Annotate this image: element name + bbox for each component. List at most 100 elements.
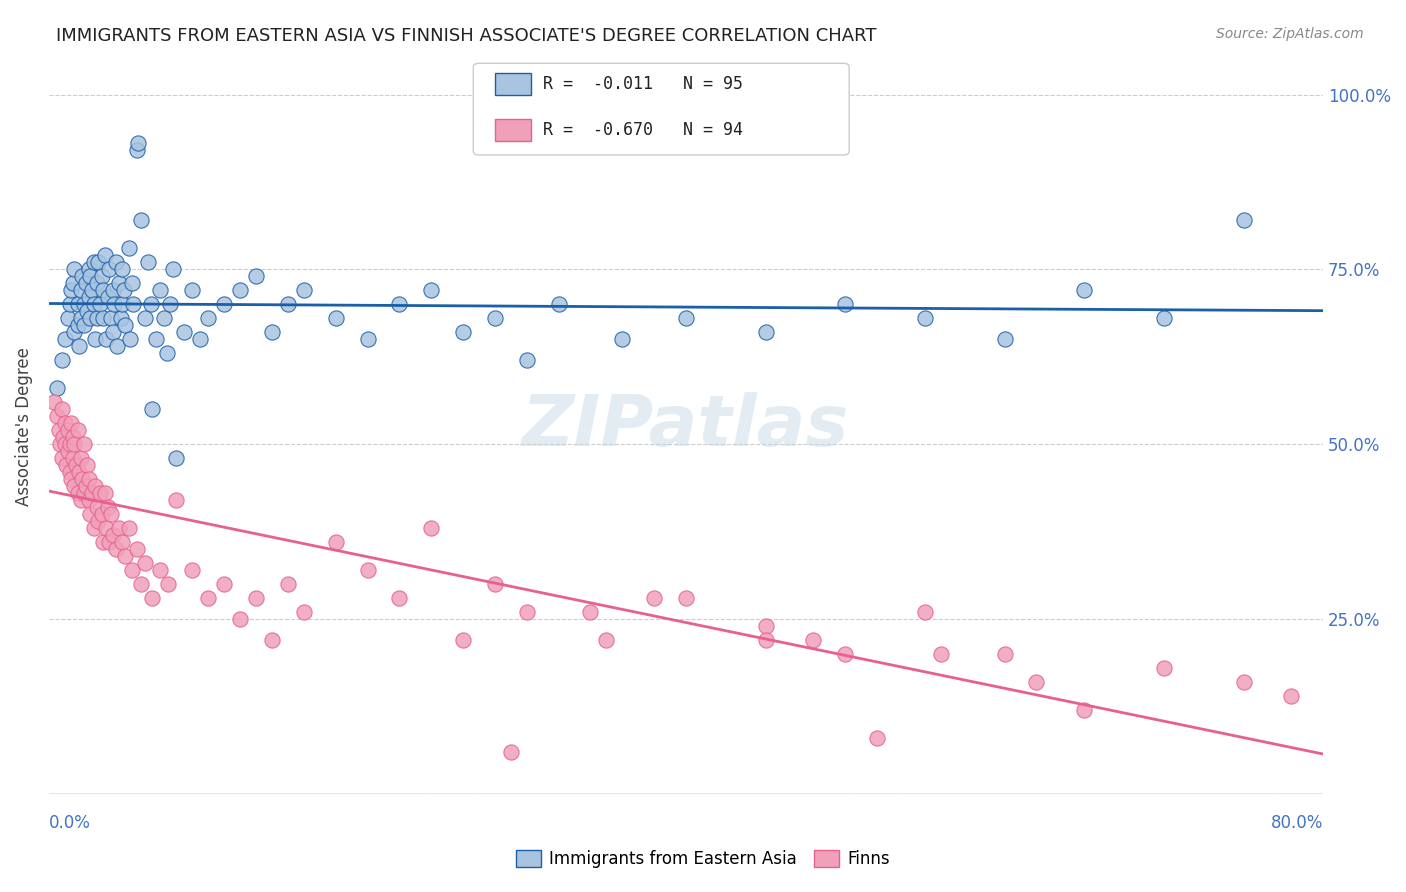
Point	[114, 549, 136, 563]
Point	[188, 332, 211, 346]
Point	[134, 556, 156, 570]
Point	[595, 632, 617, 647]
Point	[69, 311, 91, 326]
Point	[77, 290, 100, 304]
Point	[277, 297, 299, 311]
Point	[1153, 311, 1175, 326]
Point	[914, 605, 936, 619]
Point	[63, 325, 86, 339]
Point	[197, 311, 219, 326]
Point	[165, 451, 187, 466]
Point	[60, 416, 83, 430]
Point	[121, 563, 143, 577]
Point	[516, 605, 538, 619]
Point	[117, 241, 139, 255]
Point	[420, 283, 443, 297]
Point	[101, 528, 124, 542]
Point	[103, 297, 125, 311]
Point	[356, 332, 378, 346]
Point	[52, 430, 75, 444]
Point	[451, 325, 474, 339]
Point	[83, 521, 105, 535]
Point	[75, 277, 97, 291]
Point	[994, 332, 1017, 346]
FancyBboxPatch shape	[495, 73, 530, 95]
Point	[79, 507, 101, 521]
Point	[149, 563, 172, 577]
Point	[122, 297, 145, 311]
Point	[87, 514, 110, 528]
Point	[66, 318, 89, 333]
Point	[77, 493, 100, 508]
Point	[141, 402, 163, 417]
Point	[101, 325, 124, 339]
Point	[325, 311, 347, 326]
Point	[56, 444, 79, 458]
FancyBboxPatch shape	[474, 63, 849, 155]
Point	[260, 325, 283, 339]
Point	[90, 507, 112, 521]
Point	[212, 297, 235, 311]
Point	[994, 647, 1017, 661]
Point	[75, 479, 97, 493]
Point	[53, 416, 76, 430]
Point	[1073, 703, 1095, 717]
Point	[245, 269, 267, 284]
Point	[125, 144, 148, 158]
Point	[356, 563, 378, 577]
Point	[73, 486, 96, 500]
Point	[84, 332, 107, 346]
Point	[157, 577, 180, 591]
Text: IMMIGRANTS FROM EASTERN ASIA VS FINNISH ASSOCIATE'S DEGREE CORRELATION CHART: IMMIGRANTS FROM EASTERN ASIA VS FINNISH …	[56, 27, 877, 45]
Point	[59, 437, 82, 451]
Point	[73, 297, 96, 311]
Point	[76, 304, 98, 318]
Point	[63, 262, 86, 277]
Point	[156, 346, 179, 360]
Point	[643, 591, 665, 605]
Point	[755, 325, 778, 339]
Text: 80.0%: 80.0%	[1271, 814, 1323, 832]
Point	[388, 591, 411, 605]
Point	[388, 297, 411, 311]
Text: R =  -0.011   N = 95: R = -0.011 N = 95	[543, 75, 744, 93]
Point	[66, 423, 89, 437]
Y-axis label: Associate's Degree: Associate's Degree	[15, 347, 32, 506]
Point	[131, 213, 153, 227]
Point	[197, 591, 219, 605]
Point	[51, 451, 73, 466]
Point	[675, 311, 697, 326]
Point	[86, 311, 108, 326]
Point	[93, 248, 115, 262]
Point	[53, 332, 76, 346]
Point	[48, 423, 70, 437]
Text: ZIPatlas: ZIPatlas	[523, 392, 849, 461]
Point	[292, 283, 315, 297]
Point	[484, 577, 506, 591]
Point	[91, 283, 114, 297]
Point	[63, 437, 86, 451]
Point	[145, 332, 167, 346]
Point	[91, 311, 114, 326]
Point	[149, 283, 172, 297]
Point	[87, 255, 110, 269]
Point	[1232, 674, 1254, 689]
Point	[96, 332, 118, 346]
Point	[62, 451, 84, 466]
Point	[96, 521, 118, 535]
Point	[612, 332, 634, 346]
Point	[139, 297, 162, 311]
Point	[108, 277, 131, 291]
Point	[277, 577, 299, 591]
Point	[112, 283, 135, 297]
Point	[79, 311, 101, 326]
Point	[56, 423, 79, 437]
Point	[42, 395, 65, 409]
Point	[755, 632, 778, 647]
Point	[260, 632, 283, 647]
Point	[97, 500, 120, 514]
Point	[72, 269, 94, 284]
Point	[86, 500, 108, 514]
Point	[181, 283, 204, 297]
Text: R =  -0.670   N = 94: R = -0.670 N = 94	[543, 121, 744, 139]
